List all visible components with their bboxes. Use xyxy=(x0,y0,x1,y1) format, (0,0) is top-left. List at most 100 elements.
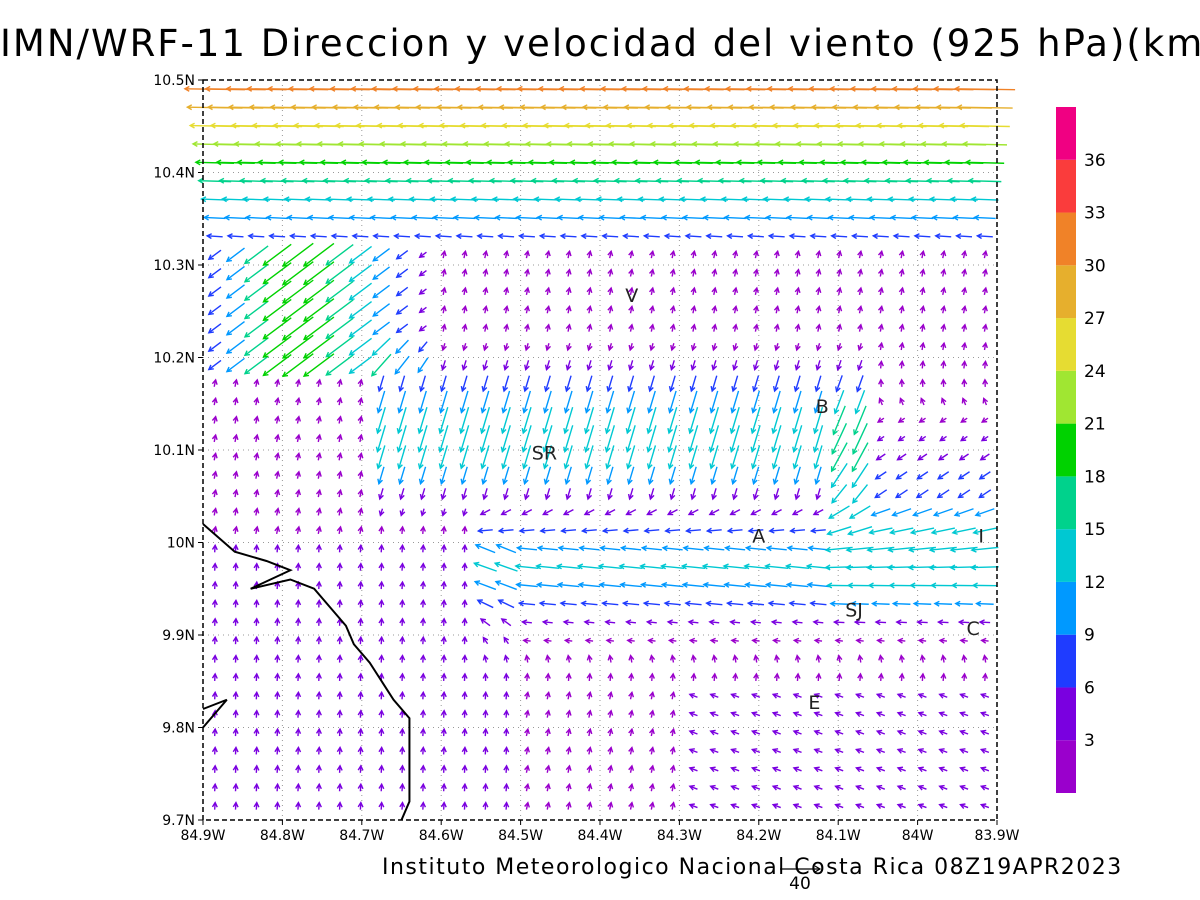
wind-vector-head xyxy=(494,214,501,221)
wind-vector xyxy=(579,547,600,551)
wind-vector-head xyxy=(325,370,332,376)
wind-vector-head xyxy=(812,619,819,626)
wind-vector xyxy=(914,602,932,605)
wind-vector xyxy=(644,235,660,238)
wind-vector xyxy=(849,505,871,519)
wind-vector-head xyxy=(709,122,716,129)
wind-vector xyxy=(979,471,991,480)
wind-vector-head xyxy=(542,446,549,454)
wind-vector-head xyxy=(206,104,213,111)
wind-vector-head xyxy=(821,177,828,184)
wind-vector-head xyxy=(750,729,758,736)
wind-vector xyxy=(565,375,572,392)
wind-vector-head xyxy=(961,140,968,148)
wind-vector-head xyxy=(877,341,884,349)
wind-vector-head xyxy=(680,563,688,570)
wind-vector xyxy=(244,318,269,338)
wind-vector xyxy=(932,216,955,220)
wind-vector-head xyxy=(482,801,489,808)
wind-vector xyxy=(683,216,705,220)
wind-vector-head xyxy=(648,249,655,257)
wind-vector xyxy=(462,360,467,370)
wind-vector-head xyxy=(688,711,695,718)
wind-vector-head xyxy=(503,654,510,661)
wind-vector-head xyxy=(512,196,519,203)
wind-vector-head xyxy=(834,803,841,809)
wind-vector-head xyxy=(771,766,779,773)
wind-vector-head xyxy=(479,446,486,454)
wind-vector xyxy=(867,546,895,551)
wind-vector-head xyxy=(598,214,605,221)
wind-vector xyxy=(480,425,491,452)
wind-vector-head xyxy=(315,488,322,496)
wind-vector-head xyxy=(922,159,930,166)
wind-vector xyxy=(303,261,335,285)
wind-vector xyxy=(397,425,407,452)
wind-vector-head xyxy=(751,637,758,644)
wind-vector-head xyxy=(274,672,281,679)
wind-vector-head xyxy=(420,746,427,753)
wind-vector-head xyxy=(746,600,754,607)
wind-vector xyxy=(846,546,874,551)
wind-vector-head xyxy=(979,454,986,461)
wind-vector-head xyxy=(230,122,237,129)
wind-vector-head xyxy=(919,268,926,275)
wind-vector-head xyxy=(414,104,422,111)
wind-vector-head xyxy=(378,510,385,517)
wind-vector-head xyxy=(274,617,281,624)
wind-vector xyxy=(810,235,827,238)
wind-vector-head xyxy=(834,693,841,699)
wind-vector-head xyxy=(399,782,406,790)
wind-vector-head xyxy=(762,196,769,203)
wind-vector-head xyxy=(461,727,468,734)
wind-vector-head xyxy=(982,672,989,679)
wind-vector xyxy=(502,390,511,413)
wind-vector-head xyxy=(896,766,904,773)
wind-vector-head xyxy=(792,122,799,129)
wind-vector xyxy=(605,425,616,452)
wind-vector-head xyxy=(792,711,799,718)
wind-vector-head xyxy=(982,268,988,275)
wind-vector-head xyxy=(232,543,239,551)
wind-vector-head xyxy=(855,693,862,699)
wind-vector-head xyxy=(898,268,905,275)
wind-vector-head xyxy=(937,454,945,461)
wind-vector-head xyxy=(878,397,885,404)
wind-vector-head xyxy=(357,488,364,496)
wind-vector-head xyxy=(454,85,461,92)
wind-vector xyxy=(481,445,490,469)
wind-vector xyxy=(937,471,950,480)
wind-vector-head xyxy=(411,214,418,221)
wind-vector-head xyxy=(928,196,935,203)
wind-vector-head xyxy=(628,654,635,661)
wind-vector xyxy=(605,407,615,434)
wind-vector-head xyxy=(875,766,883,773)
wind-vector-head xyxy=(461,746,468,753)
wind-vector-head xyxy=(855,711,862,718)
wind-vector-head xyxy=(319,159,326,166)
wind-vector xyxy=(461,466,468,484)
wind-vector-head xyxy=(330,233,337,240)
wind-vector xyxy=(207,235,223,238)
wind-vector xyxy=(888,546,916,551)
wind-vector-head xyxy=(794,364,801,371)
wind-vector-head xyxy=(500,446,507,454)
wind-vector-head xyxy=(417,122,424,129)
wind-vector-head xyxy=(744,581,751,588)
wind-vector-head xyxy=(253,415,260,422)
wind-vector-head xyxy=(690,286,697,294)
wind-vector-head xyxy=(440,598,447,606)
wind-vector-head xyxy=(433,85,440,92)
wind-vector-head xyxy=(378,782,385,790)
wind-vector-head xyxy=(558,85,565,92)
wind-vector-head xyxy=(479,427,486,435)
wind-vector xyxy=(751,508,762,516)
wind-vector-head xyxy=(601,600,608,607)
wind-vector xyxy=(703,216,726,220)
wind-vector-head xyxy=(749,619,757,626)
wind-vector xyxy=(585,407,595,434)
wind-vector-head xyxy=(711,304,718,312)
wind-vector xyxy=(795,360,800,370)
wind-vector-head xyxy=(877,286,884,294)
wind-vector-head xyxy=(280,177,287,184)
